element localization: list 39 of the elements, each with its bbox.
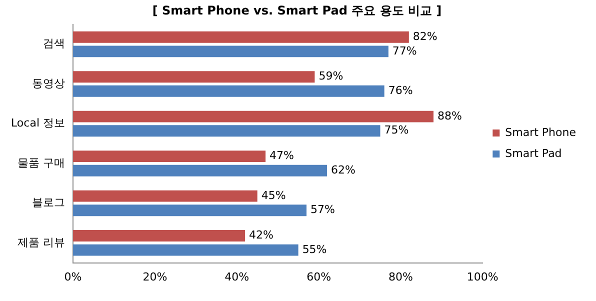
y-tick-label: 물품 구매 xyxy=(18,156,66,170)
x-tick-label: 40% xyxy=(224,270,250,284)
bar xyxy=(73,230,246,242)
data-label: 45% xyxy=(261,188,286,202)
data-label: 77% xyxy=(392,44,417,58)
bar xyxy=(73,244,298,256)
y-tick-label: 제품 리뷰 xyxy=(18,236,66,249)
data-label: 62% xyxy=(330,163,356,176)
x-tick-label: 60% xyxy=(306,270,332,284)
data-label: 57% xyxy=(310,203,335,216)
bar xyxy=(73,125,380,137)
x-tick-label: 100% xyxy=(466,270,498,284)
data-label: 82% xyxy=(412,30,438,43)
bar xyxy=(73,85,384,97)
data-label: 47% xyxy=(270,149,294,162)
bar xyxy=(73,164,327,176)
bar xyxy=(73,204,307,216)
bar xyxy=(73,110,434,122)
bar xyxy=(73,46,388,58)
y-tick-label: Local 정보 xyxy=(10,116,66,130)
legend-label: Smart Phone xyxy=(505,126,576,139)
data-label: 88% xyxy=(437,109,462,122)
bar xyxy=(73,71,315,83)
data-label: 76% xyxy=(388,84,413,98)
y-tick-label: 블로그 xyxy=(32,196,66,210)
chart-title: [ Smart Phone vs. Smart Pad 주요 용도 비교 ] xyxy=(152,3,442,18)
data-label: 59% xyxy=(318,70,344,83)
bar xyxy=(73,190,258,202)
x-tick-label: 80% xyxy=(388,270,413,284)
x-tick-label: 20% xyxy=(142,270,168,284)
y-tick-label: 검색 xyxy=(43,37,66,50)
bar xyxy=(73,31,409,43)
data-label: 75% xyxy=(384,124,409,137)
x-tick-label: 0% xyxy=(64,270,82,284)
legend-label: Smart Pad xyxy=(505,146,562,160)
data-label: 55% xyxy=(302,242,327,256)
data-label: 42% xyxy=(249,228,274,242)
y-tick-label: 동영상 xyxy=(32,76,66,90)
bar xyxy=(73,150,266,162)
